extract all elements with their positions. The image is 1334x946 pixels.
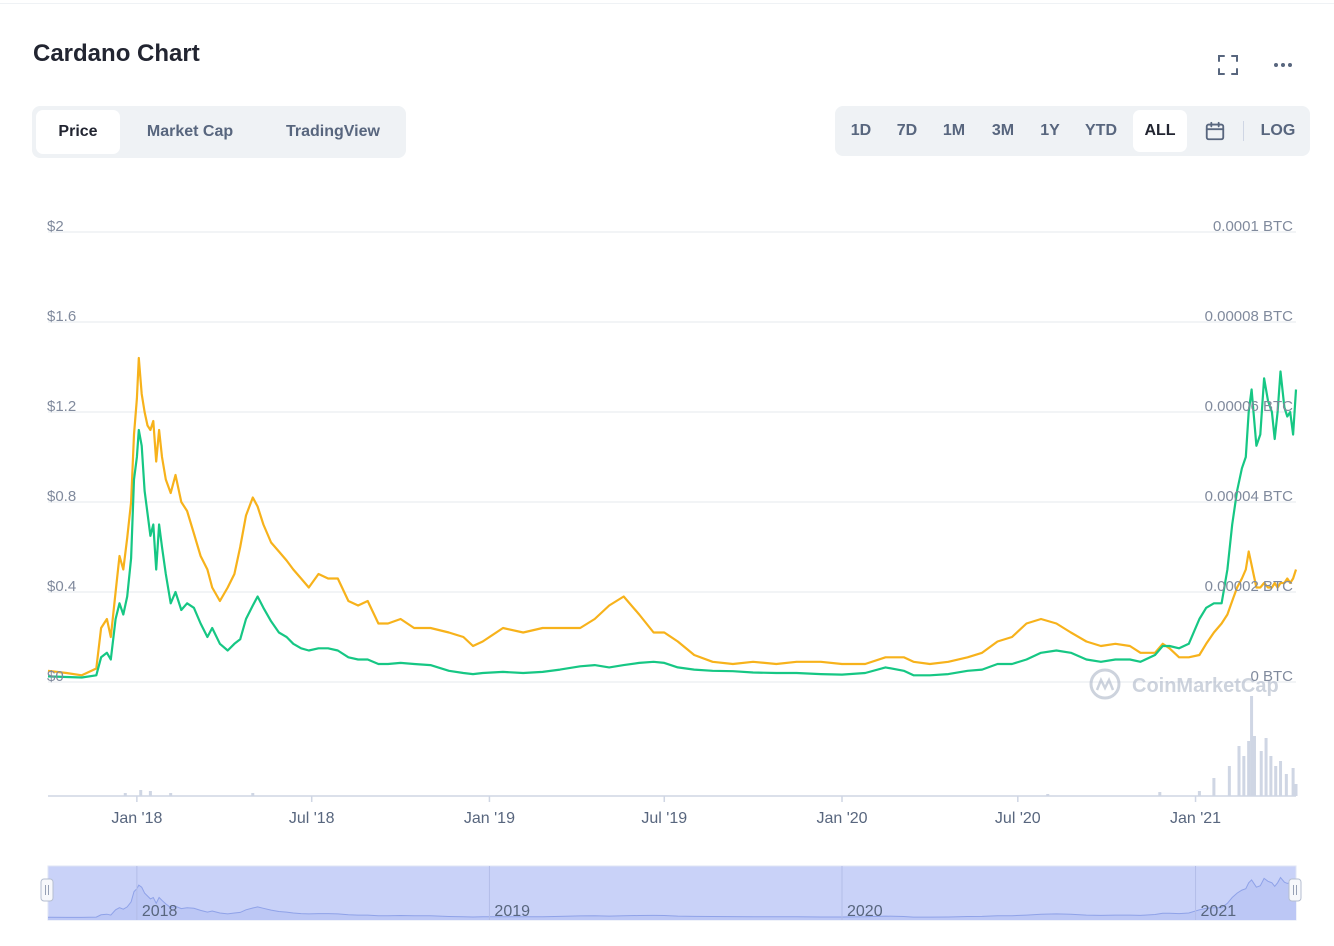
tab-price[interactable]: Price: [36, 110, 120, 154]
right-axis-labels: 0 BTC 0.00002 BTC 0.00004 BTC 0.00006 BTC 0.…: [1205, 218, 1294, 685]
range-1y[interactable]: 1Y: [1040, 122, 1060, 139]
handle-body: [40, 878, 54, 902]
x-axis-tick: Jul '19: [641, 810, 687, 827]
right-axis-tick: 0.00004 BTC: [1205, 488, 1294, 505]
navigator-year-label: 2018: [142, 903, 178, 920]
range-7d[interactable]: 7D: [896, 122, 918, 139]
left-axis-tick: $0.8: [47, 488, 76, 505]
volume-bar: [1294, 784, 1298, 796]
right-axis-tick: 0.0001 BTC: [1213, 218, 1293, 235]
navigator-year-label: 2019: [494, 903, 530, 920]
right-axis-tick: 0 BTC: [1250, 668, 1293, 685]
navigator-area: [48, 877, 1296, 920]
range-all[interactable]: ALL: [1133, 110, 1187, 152]
volume-bar: [1279, 761, 1283, 796]
right-axis-tick: 0.00008 BTC: [1205, 308, 1294, 325]
fullscreen-icon[interactable]: [1213, 50, 1243, 80]
navigator-year-label: 2020: [847, 903, 883, 920]
volume-bar: [1046, 794, 1050, 796]
range-ytd[interactable]: YTD: [1085, 122, 1117, 139]
volume-bar: [1264, 738, 1268, 796]
volume-bar: [1252, 736, 1256, 796]
left-axis-tick: $0: [47, 668, 64, 685]
volume-bar: [1158, 792, 1162, 796]
watermark: CoinMarketCap: [1089, 668, 1279, 700]
left-axis-labels: $0 $0.4 $0.8 $1.2 $1.6 $2: [47, 218, 76, 685]
usd-price-line: [47, 370, 1298, 679]
left-axis-tick: $1.2: [47, 398, 76, 415]
volume-bar: [1227, 766, 1231, 796]
volume-bar: [148, 791, 152, 796]
volume-bar: [1269, 756, 1273, 796]
top-divider: [0, 3, 1334, 4]
btc-price-line: [47, 356, 1298, 677]
range-3m[interactable]: 3M: [991, 122, 1015, 139]
navigator[interactable]: 2018 2019 2020 2021: [40, 865, 1302, 921]
series-lines: [47, 356, 1298, 679]
range-selector: 1D 7D 1M 3M 1Y YTD ALL LOG: [835, 106, 1310, 156]
log-toggle[interactable]: LOG: [1260, 122, 1296, 139]
x-axis-tick: Jan '20: [816, 810, 867, 827]
volume-bar: [1250, 696, 1254, 796]
volume-bar: [1284, 774, 1288, 796]
more-horizontal-icon[interactable]: [1268, 50, 1298, 80]
navigator-year-label: 2021: [1201, 903, 1237, 920]
left-axis-tick: $1.6: [47, 308, 76, 325]
navigator-line: [47, 876, 1297, 918]
x-axis-labels: Jan '18 Jul '18 Jan '19 Jul '19 Jan '20 Jul '…: [111, 796, 1221, 827]
handle-body: [1288, 878, 1302, 902]
left-axis-tick: $0.4: [47, 578, 76, 595]
volume-bar: [139, 790, 143, 796]
x-axis-tick: Jul '20: [995, 810, 1041, 827]
range-divider: [1243, 121, 1244, 141]
volume-bar: [1291, 768, 1295, 796]
chart-tabs: Price Market Cap TradingView: [32, 106, 406, 158]
calendar-icon[interactable]: [1197, 110, 1233, 152]
volume-bar: [169, 793, 173, 796]
x-axis-tick: Jan '21: [1170, 810, 1221, 827]
volume-bars: [48, 696, 1298, 797]
range-1d[interactable]: 1D: [850, 122, 872, 139]
x-axis-tick: Jan '18: [111, 810, 162, 827]
chart-grid: [48, 231, 1296, 683]
x-axis-tick: Jul '18: [289, 810, 335, 827]
volume-bar: [251, 793, 255, 796]
right-axis-tick: 0.00006 BTC: [1205, 398, 1294, 415]
volume-bar: [1242, 756, 1246, 796]
page-title: Cardano Chart: [33, 40, 200, 67]
volume-bar: [1259, 751, 1263, 796]
right-axis-tick: 0.00002 BTC: [1205, 578, 1294, 595]
range-1m[interactable]: 1M: [942, 122, 966, 139]
x-axis-tick: Jan '19: [464, 810, 515, 827]
left-axis-tick: $2: [47, 218, 64, 235]
watermark-text: CoinMarketCap: [1132, 675, 1279, 697]
volume-bar: [123, 793, 127, 796]
tab-tradingview[interactable]: TradingView: [286, 123, 380, 140]
volume-bar: [1212, 778, 1216, 796]
left-drag-handle-icon[interactable]: [40, 878, 54, 902]
tab-market-cap[interactable]: Market Cap: [146, 123, 234, 140]
volume-bar: [1237, 746, 1241, 796]
volume-bar: [1247, 741, 1251, 796]
volume-bar: [1274, 766, 1278, 796]
right-drag-handle-icon[interactable]: [1288, 878, 1302, 902]
navigator-window: [47, 865, 1297, 921]
volume-bar: [1197, 791, 1201, 796]
